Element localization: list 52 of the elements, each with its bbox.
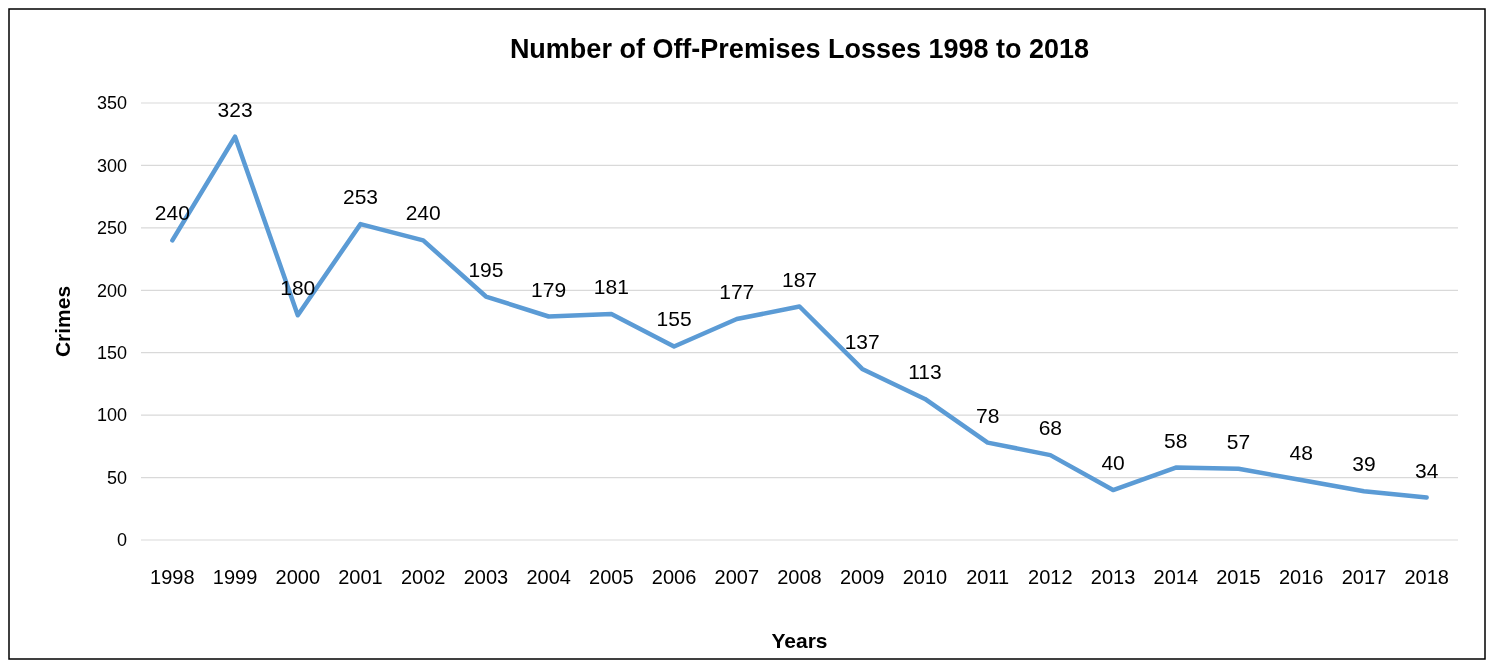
y-tick-label: 350 bbox=[96, 93, 127, 114]
x-tick-label: 2008 bbox=[777, 566, 822, 588]
y-tick-label: 150 bbox=[96, 343, 127, 364]
data-label: 240 bbox=[154, 201, 190, 225]
data-label: 39 bbox=[1352, 452, 1376, 476]
data-label: 179 bbox=[531, 277, 567, 301]
chart-title: Number of Off-Premises Losses 1998 to 2018 bbox=[509, 34, 1090, 64]
data-label: 181 bbox=[593, 275, 629, 299]
data-label: 155 bbox=[656, 307, 692, 331]
x-tick-label: 2009 bbox=[839, 566, 885, 588]
y-tick-label: 100 bbox=[96, 405, 127, 426]
y-tick-label: 200 bbox=[96, 280, 127, 301]
x-tick-label: 2011 bbox=[966, 566, 1010, 588]
x-tick-label: 2016 bbox=[1278, 566, 1324, 588]
data-label: 253 bbox=[342, 185, 379, 209]
x-tick-label: 2000 bbox=[275, 566, 321, 588]
data-label: 323 bbox=[217, 97, 253, 121]
x-tick-label: 2004 bbox=[526, 566, 571, 588]
data-label: 48 bbox=[1289, 441, 1313, 465]
data-label: 57 bbox=[1226, 429, 1251, 453]
x-tick-label: 2018 bbox=[1404, 566, 1449, 588]
x-tick-label: 2001 bbox=[338, 566, 383, 588]
x-tick-label: 2005 bbox=[589, 566, 634, 588]
data-label: 195 bbox=[468, 257, 504, 281]
x-tick-label: 2017 bbox=[1341, 566, 1387, 588]
x-axis-title: Years bbox=[771, 629, 828, 652]
y-tick-label: 250 bbox=[96, 218, 127, 239]
data-label: 137 bbox=[844, 329, 880, 353]
data-label: 68 bbox=[1038, 416, 1063, 440]
data-label: 187 bbox=[781, 267, 818, 291]
data-label: 240 bbox=[405, 201, 441, 225]
y-tick-label: 300 bbox=[96, 155, 127, 176]
data-label: 78 bbox=[975, 403, 1000, 427]
data-label: 34 bbox=[1414, 458, 1439, 482]
data-label: 58 bbox=[1164, 428, 1188, 452]
data-label: 40 bbox=[1101, 451, 1125, 475]
x-tick-label: 2002 bbox=[400, 566, 446, 588]
x-tick-label: 2015 bbox=[1216, 566, 1261, 588]
y-tick-label: 0 bbox=[116, 530, 127, 551]
y-tick-label: 50 bbox=[106, 467, 127, 488]
data-label: 177 bbox=[719, 280, 755, 303]
y-axis-title: Crimes bbox=[51, 285, 74, 358]
x-tick-label: 1998 bbox=[150, 566, 195, 588]
data-label: 113 bbox=[908, 359, 942, 383]
x-tick-label: 2014 bbox=[1153, 566, 1199, 588]
x-tick-label: 2007 bbox=[714, 566, 760, 588]
x-tick-label: 2006 bbox=[651, 566, 697, 588]
x-tick-label: 2003 bbox=[463, 566, 509, 588]
x-tick-label: 2012 bbox=[1028, 566, 1073, 588]
x-tick-label: 2013 bbox=[1090, 566, 1136, 588]
x-tick-label: 2010 bbox=[902, 566, 948, 588]
x-tick-label: 1999 bbox=[212, 566, 258, 588]
